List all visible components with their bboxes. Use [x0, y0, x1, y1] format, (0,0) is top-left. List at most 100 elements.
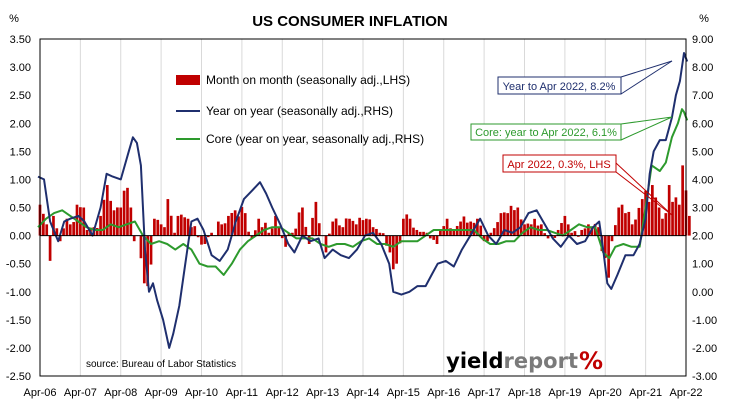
- right-tick-label: 0.00: [692, 287, 713, 299]
- mom-bar: [479, 225, 483, 236]
- x-tick-label: Apr-06: [23, 387, 56, 399]
- right-tick-label: 4.00: [692, 174, 713, 186]
- yoy-line: [37, 52, 689, 349]
- mom-bar: [294, 228, 298, 236]
- right-axis: 9.00 8.00 7.00 6.00 5.00 4.00 3.00 2.00 1.00 0.00…: [692, 34, 717, 383]
- left-tick-label: 2.00: [10, 118, 31, 130]
- x-tick-label: Apr-19: [548, 387, 581, 399]
- brand-logo: yieldreport %: [446, 347, 603, 375]
- mom-bar: [179, 214, 183, 236]
- right-tick-label: 7.00: [692, 90, 713, 102]
- mom-bar: [344, 218, 348, 236]
- mom-bar: [237, 216, 240, 236]
- mom-bar: [580, 229, 584, 236]
- annotation-core-leader: [620, 116, 673, 125]
- mom-bar: [499, 213, 503, 236]
- mom-bar: [489, 232, 493, 236]
- mom-bar: [348, 218, 351, 236]
- annotation-core: Core: year to Apr 2022, 6.1%: [470, 116, 673, 141]
- mom-bar: [55, 228, 59, 236]
- mom-bar: [385, 235, 388, 246]
- mom-bar: [146, 235, 150, 287]
- mom-bar: [166, 199, 170, 236]
- right-tick-label: -3.00: [692, 371, 717, 383]
- mom-bar: [139, 235, 143, 259]
- mom-bar: [68, 224, 72, 236]
- mom-bar: [52, 215, 55, 236]
- mom-bar: [486, 235, 489, 242]
- annotation-yoy: Year to Apr 2022, 8.2%: [497, 60, 673, 95]
- left-axis: 3.50 3.00 2.50 2.00 1.50 1.00 0.50 0.00 -0.50 -1.…: [6, 34, 31, 383]
- x-tick-label: Apr-07: [64, 387, 97, 399]
- mom-bar: [566, 224, 570, 236]
- mom-bar: [523, 224, 526, 236]
- mom-bar: [42, 213, 45, 236]
- mom-bar: [354, 224, 358, 236]
- mom-bar: [257, 218, 261, 236]
- annotation-core-text: Core: year to Apr 2022, 6.1%: [475, 127, 617, 139]
- mom-bar: [422, 231, 425, 236]
- mom-bar: [459, 221, 462, 236]
- mom-bar: [381, 233, 385, 236]
- mom-bar: [311, 217, 314, 236]
- left-tick-label: 3.00: [10, 62, 31, 74]
- left-tick-label: -2.00: [6, 343, 31, 355]
- mom-bar: [398, 235, 402, 244]
- left-tick-label: 2.50: [10, 90, 31, 102]
- left-tick-label: 0.00: [10, 231, 31, 243]
- mom-bar: [476, 218, 479, 236]
- mom-bar: [65, 218, 69, 236]
- x-tick-label: Apr-13: [306, 387, 339, 399]
- mom-bar: [301, 207, 304, 236]
- annotation-mom-text: Apr 2022, 0.3%, LHS: [507, 159, 610, 171]
- mom-bar: [661, 218, 664, 236]
- annotation-mom-leader: [615, 162, 673, 216]
- source-note: source: Bureau of Labor Statistics: [86, 359, 236, 370]
- mom-bar: [677, 204, 681, 236]
- left-tick-label: -1.50: [6, 315, 31, 327]
- mom-bar: [297, 212, 301, 236]
- mom-bar: [163, 227, 166, 236]
- mom-bar: [502, 212, 506, 236]
- left-tick-label: 1.00: [10, 174, 31, 186]
- right-tick-label: 8.00: [692, 62, 713, 74]
- mom-bar: [119, 207, 123, 236]
- mom-bar: [85, 229, 89, 236]
- right-tick-label: 6.00: [692, 118, 713, 130]
- mom-bar: [371, 227, 375, 236]
- mom-bar: [243, 213, 247, 236]
- mom-bar: [405, 214, 409, 236]
- left-tick-label: -0.50: [6, 259, 31, 271]
- mom-bar: [533, 218, 536, 236]
- mom-bar: [159, 224, 163, 236]
- mom-bar: [216, 221, 220, 236]
- mom-bar: [62, 228, 65, 236]
- mom-bar: [583, 228, 587, 236]
- mom-bar: [176, 215, 180, 236]
- mom-bar: [378, 232, 382, 236]
- mom-bar: [492, 228, 496, 236]
- mom-bar: [132, 235, 136, 242]
- mom-bar: [408, 218, 412, 236]
- x-tick-label: Apr-10: [185, 387, 218, 399]
- mom-bar: [482, 235, 486, 242]
- x-tick-label: Apr-11: [226, 387, 258, 399]
- mom-bar: [227, 215, 230, 236]
- annotation-core-box: [470, 123, 622, 141]
- mom-bar: [610, 235, 614, 242]
- brand-wordmark: yieldreport: [446, 349, 578, 373]
- mom-bar: [203, 235, 207, 245]
- legend-label-yoy: Year on year (seasonally adj.,RHS): [206, 104, 393, 118]
- mom-bar: [247, 231, 250, 236]
- x-tick-label: Apr-20: [589, 387, 622, 399]
- mom-bar: [613, 225, 617, 236]
- mom-bar: [412, 227, 415, 236]
- mom-bar: [469, 221, 473, 236]
- x-tick-label: Apr-16: [427, 387, 460, 399]
- left-tick-label: 1.50: [10, 146, 31, 158]
- mom-bar: [314, 201, 318, 236]
- mom-bar: [647, 201, 651, 236]
- mom-bar: [603, 235, 607, 259]
- mom-bar: [573, 231, 577, 236]
- mom-bar: [462, 216, 466, 236]
